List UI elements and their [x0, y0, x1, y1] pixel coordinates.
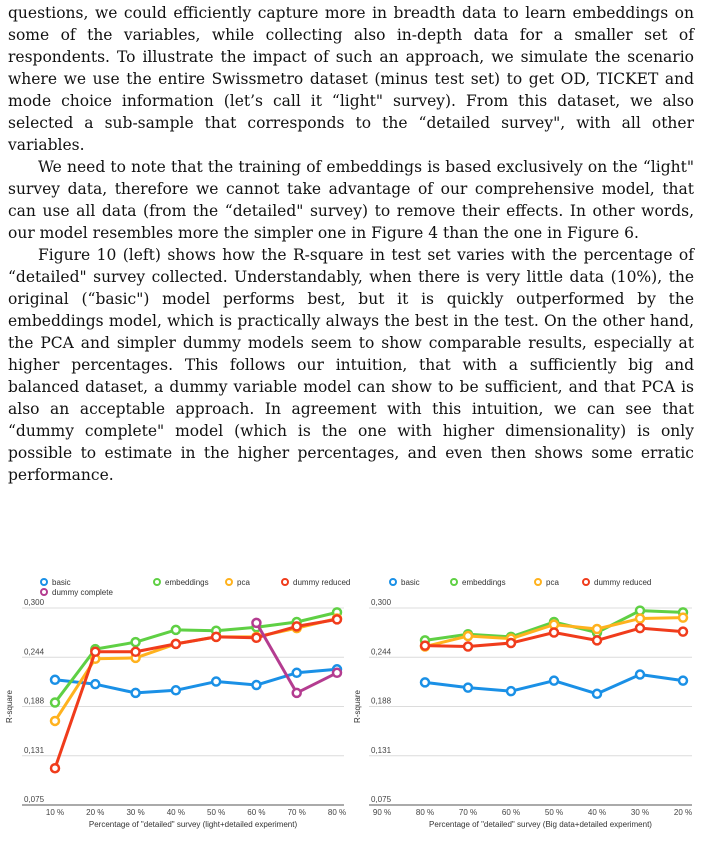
x-tick-label: 40 %	[167, 808, 185, 817]
legend-marker	[389, 578, 397, 586]
legend-label: pca	[546, 578, 559, 587]
data-point-pca	[677, 612, 689, 623]
y-tick-label: 0,300	[371, 598, 392, 607]
data-point-dummy-complete	[291, 687, 302, 699]
x-axis-label: Percentage of "detailed" survey (Big dat…	[429, 820, 652, 829]
data-point-basic	[210, 676, 222, 687]
paragraph-3: Figure 10 (left) shows how the R-square …	[8, 246, 694, 484]
legend-label: pca	[237, 578, 250, 587]
data-point-pca	[49, 715, 61, 727]
y-tick-label: 0,244	[371, 647, 392, 656]
data-point-basic	[90, 678, 101, 690]
legend-marker	[225, 578, 233, 586]
legend-marker	[450, 578, 458, 586]
data-point-basic	[130, 687, 141, 699]
x-tick-label: 10 %	[46, 808, 64, 817]
data-point-dummy-reduced	[419, 640, 431, 651]
data-point-dummy-complete	[331, 667, 343, 679]
data-point-dummy-reduced	[462, 641, 474, 652]
data-point-basic	[291, 667, 302, 679]
legend-label: basic	[52, 578, 71, 587]
data-point-dummy-complete	[251, 617, 262, 629]
y-tick-label: 0,300	[24, 598, 45, 607]
x-tick-label: 80 %	[328, 808, 346, 817]
data-point-dummy-reduced	[548, 627, 560, 638]
data-point-dummy-reduced	[210, 631, 222, 643]
legend-marker	[153, 578, 161, 586]
legend-marker	[40, 588, 48, 596]
data-point-basic	[419, 677, 431, 688]
data-point-dummy-reduced	[291, 621, 302, 632]
x-tick-label: 20 %	[674, 808, 692, 817]
paragraph-2: We need to note that the training of emb…	[8, 158, 694, 242]
x-tick-label: 20 %	[86, 808, 104, 817]
data-point-embeddings	[170, 624, 182, 636]
data-point-dummy-reduced	[505, 637, 517, 649]
x-tick-label: 80 %	[416, 808, 434, 817]
x-tick-label: 50 %	[545, 808, 563, 817]
legend-marker	[582, 578, 590, 586]
data-point-embeddings	[130, 636, 141, 648]
y-tick-label: 0,075	[24, 795, 45, 804]
data-point-pca	[591, 623, 603, 635]
x-tick-label: 50 %	[207, 808, 225, 817]
data-point-dummy-reduced	[251, 632, 262, 644]
data-point-dummy-reduced	[170, 638, 182, 650]
x-tick-label: 90 %	[373, 808, 391, 817]
data-point-basic	[49, 674, 61, 686]
y-tick-label: 0,188	[371, 697, 392, 706]
data-point-pca	[462, 630, 474, 642]
legend-label: dummy complete	[52, 588, 113, 597]
data-point-dummy-reduced	[591, 635, 603, 646]
data-point-dummy-reduced	[90, 646, 101, 658]
x-tick-label: 70 %	[288, 808, 306, 817]
legend-label: embeddings	[462, 578, 506, 587]
data-point-dummy-reduced	[130, 646, 141, 658]
data-point-basic	[634, 669, 646, 680]
y-axis-label: R-square	[353, 690, 362, 723]
data-point-pca	[634, 613, 646, 624]
legend-label: embeddings	[165, 578, 209, 587]
legend-marker	[281, 578, 289, 586]
data-point-dummy-reduced	[677, 626, 689, 637]
x-axis-label: Percentage of "detailed" survey (light+d…	[89, 820, 298, 829]
data-point-dummy-reduced	[634, 622, 646, 634]
legend-marker	[534, 578, 542, 586]
data-point-basic	[462, 682, 474, 693]
y-tick-label: 0,075	[371, 795, 392, 804]
x-tick-label: 60 %	[247, 808, 265, 817]
series-line-basic	[54, 667, 338, 695]
paragraph-1: questions, we could efficiently capture …	[8, 4, 694, 154]
y-tick-label: 0,244	[24, 647, 45, 656]
chart-right: basic embeddings pca dummy reduced 0,075 0,13…	[353, 578, 692, 829]
legend-label: basic	[401, 578, 420, 587]
x-tick-label: 30 %	[126, 808, 144, 817]
data-point-basic	[170, 685, 182, 696]
data-point-dummy-reduced	[331, 614, 343, 625]
y-axis-label: R-square	[5, 690, 14, 723]
data-point-basic	[591, 688, 603, 700]
series-line-dummy-reduced	[53, 617, 338, 769]
y-tick-label: 0,131	[24, 746, 45, 755]
y-tick-label: 0,131	[371, 746, 392, 755]
data-point-basic	[677, 675, 689, 686]
series-line-embeddings	[53, 610, 338, 704]
x-tick-label: 70 %	[459, 808, 477, 817]
data-point-embeddings	[49, 697, 61, 708]
data-point-basic	[505, 685, 517, 697]
legend-label: dummy reduced	[293, 578, 350, 587]
x-tick-label: 30 %	[631, 808, 649, 817]
body-text: questions, we could efficiently capture …	[8, 2, 694, 486]
x-tick-label: 60 %	[502, 808, 520, 817]
x-tick-label: 40 %	[588, 808, 606, 817]
y-tick-label: 0,188	[24, 697, 45, 706]
data-point-basic	[251, 679, 262, 691]
legend-marker	[40, 578, 48, 586]
chart-left: basic embeddings pca dummy reduced dummy com…	[5, 578, 350, 829]
data-point-dummy-reduced	[49, 762, 61, 774]
legend-label: dummy reduced	[594, 578, 651, 587]
data-point-basic	[548, 675, 560, 686]
